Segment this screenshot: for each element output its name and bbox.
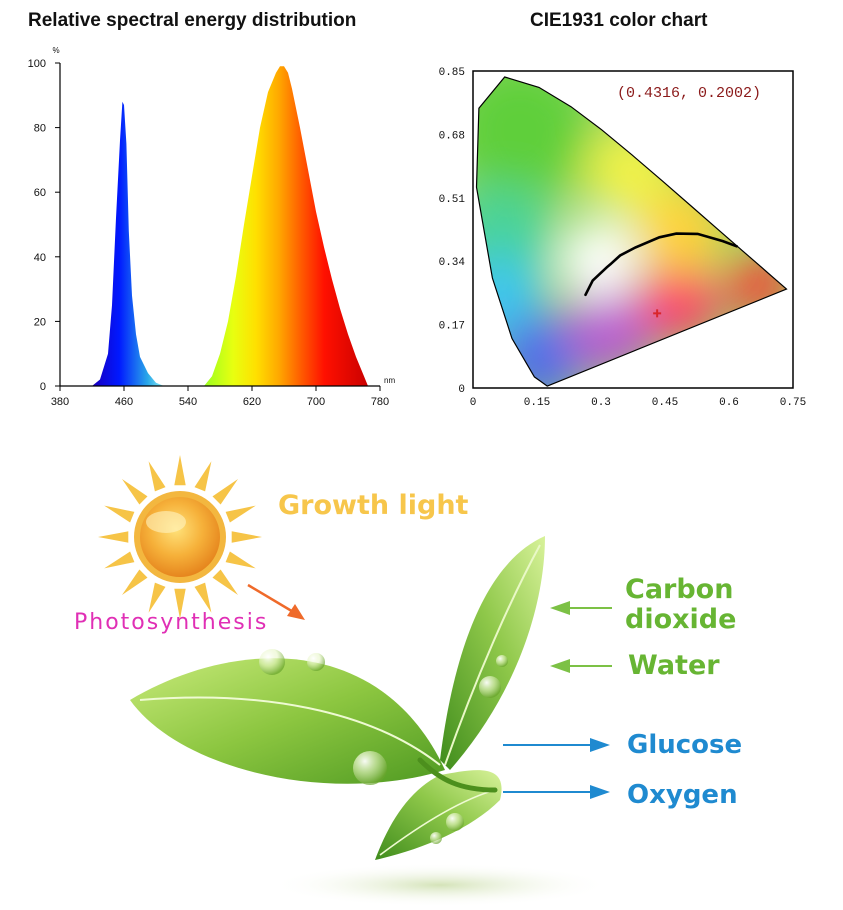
planckian-locus-curve	[584, 232, 738, 297]
sun-ray	[194, 461, 212, 492]
sun-ray	[148, 461, 166, 492]
photosynthesis-illustration	[98, 455, 612, 907]
spectrum-y-tick-label: 60	[34, 187, 46, 199]
oxygen-label: Oxygen	[627, 780, 738, 810]
cie-y-tick-label: 0.68	[439, 130, 465, 142]
spectrum-x-tick-label: 460	[115, 396, 133, 408]
spectrum-axes: 380 460 540 620 700 780 0 20 40 60 80 100% nm	[28, 46, 396, 408]
cie-x-tick-label: 0.75	[780, 397, 806, 409]
glucose-arrow	[503, 738, 610, 752]
sun-ray	[231, 531, 262, 543]
cie-x-tick-label: 0.3	[591, 397, 611, 409]
sun-ray	[212, 479, 238, 505]
spectrum-y-tick-label: 20	[34, 316, 46, 328]
sun-ray	[174, 588, 186, 619]
spectrum-y-tick-label: 80	[34, 123, 46, 135]
sunlight-arrow	[247, 583, 305, 620]
sun-ray	[174, 455, 186, 486]
cie-plot-frame	[472, 70, 794, 389]
cie-chart: (0.4316, 0.2002) 0 0.15 0.3 0.45 0.6 0.75 0 0.1…	[439, 67, 807, 409]
carbon-label: Carbon	[625, 574, 734, 605]
cie-x-tick-label: 0.15	[524, 397, 550, 409]
cie-x-tick-label: 0.45	[652, 397, 678, 409]
dioxide-label: dioxide	[625, 604, 737, 635]
cie-chart-title: CIE1931 color chart	[530, 10, 708, 31]
glucose-label: Glucose	[627, 730, 743, 760]
chromaticity-coordinate-label: (0.4316, 0.2002)	[617, 85, 761, 102]
spectrum-chart: 380 460 540 620 700 780 0 20 40 60 80 100% nm	[28, 46, 396, 408]
spectrum-chart-title: Relative spectral energy distribution	[28, 10, 357, 31]
water-label: Water	[628, 650, 720, 681]
cie-x-tick-label: 0.6	[719, 397, 739, 409]
photosynthesis-label: Photosynthesis	[74, 610, 269, 635]
sun-ray	[148, 582, 166, 613]
cie-y-tick-label: 0.34	[439, 257, 466, 269]
cie-y-tick-label: 0	[458, 384, 465, 396]
cie-x-tick-label: 0	[470, 397, 477, 409]
carbon-dioxide-arrow	[550, 601, 612, 615]
sun-icon	[98, 455, 262, 619]
spectrum-y-unit-label: %	[52, 46, 59, 55]
sun-ray	[122, 569, 148, 595]
cie-y-tick-label: 0.85	[439, 67, 465, 79]
leaf-shadow	[270, 863, 610, 907]
spectrum-x-unit-label: nm	[384, 376, 395, 385]
spectrum-y-tick-label: 100	[28, 58, 46, 70]
sun-ray	[104, 505, 135, 523]
spectrum-area-series	[92, 66, 368, 386]
sun-ray	[225, 505, 256, 523]
sun-ray	[225, 551, 256, 569]
spectral-locus-outline	[475, 76, 788, 387]
sun-ray	[98, 531, 129, 543]
spectrum-x-tick-label: 380	[51, 396, 69, 408]
cie-y-tick-label: 0.17	[439, 321, 465, 333]
spectrum-x-tick-label: 620	[243, 396, 261, 408]
growth-light-label: Growth light	[278, 490, 469, 521]
spectrum-x-tick-label: 780	[371, 396, 389, 408]
plant-leaves	[130, 536, 545, 860]
cie-axes: 0 0.15 0.3 0.45 0.6 0.75 0 0.17 0.34 0.51 0.68 0.85	[439, 67, 807, 409]
spectrum-x-tick-label: 700	[307, 396, 325, 408]
sun-ray	[104, 551, 135, 569]
oxygen-arrow	[503, 785, 610, 799]
cie-gamut-fill	[476, 77, 787, 387]
spectrum-y-tick-label: 0	[40, 381, 46, 393]
sun-ray	[194, 582, 212, 613]
spectrum-x-tick-label: 540	[179, 396, 197, 408]
cie-y-tick-label: 0.51	[439, 194, 466, 206]
chromaticity-point-marker	[653, 309, 662, 318]
water-arrow	[550, 659, 612, 673]
spectrum-y-tick-label: 40	[34, 252, 46, 264]
sun-ray	[212, 569, 238, 595]
sun-ray	[122, 479, 148, 505]
